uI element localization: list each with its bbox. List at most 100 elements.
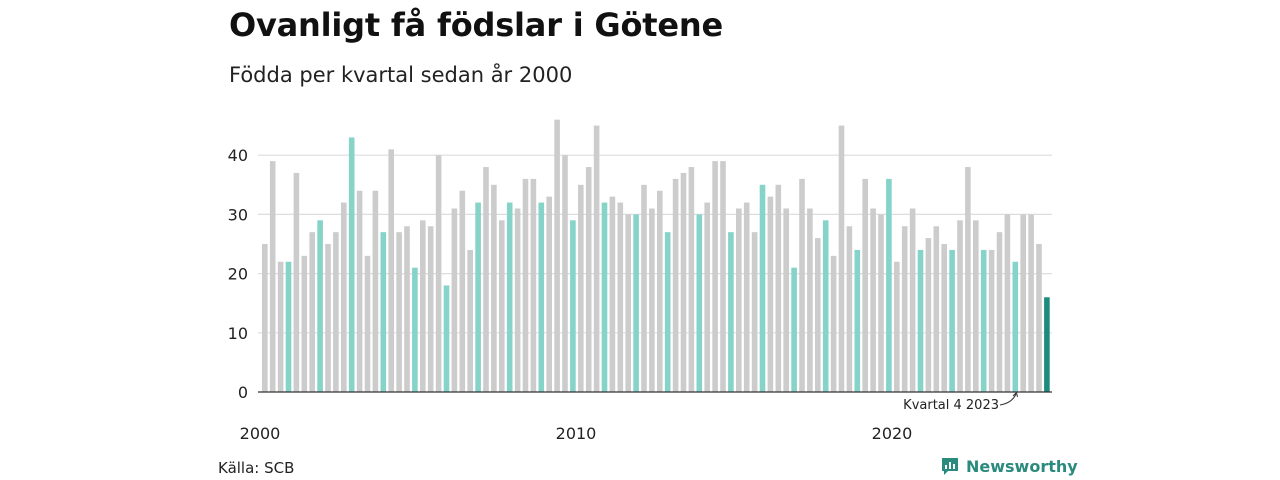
bar — [435, 155, 442, 392]
newsworthy-logo-icon — [942, 458, 958, 475]
bar — [427, 226, 434, 392]
bar — [325, 244, 331, 392]
bar — [364, 255, 371, 392]
annotation-arrow — [999, 393, 1017, 406]
y-tick-label: 20 — [228, 265, 248, 284]
bar — [483, 167, 489, 392]
bar — [680, 172, 687, 392]
bar — [601, 202, 608, 392]
y-tick-label: 0 — [238, 383, 248, 402]
bar — [554, 119, 560, 393]
bar — [743, 202, 750, 392]
x-tick-label: 2020 — [872, 424, 913, 443]
bar — [459, 190, 466, 392]
bar — [664, 232, 671, 392]
brand-name: Newsworthy — [966, 456, 1078, 476]
annotation-arrowhead — [1012, 391, 1018, 398]
bar — [348, 137, 355, 392]
bar — [341, 202, 347, 392]
bar — [949, 249, 955, 392]
bar — [854, 249, 861, 392]
y-tick-label: 10 — [228, 324, 248, 343]
bar — [909, 208, 916, 392]
bar — [412, 267, 418, 392]
bar — [269, 161, 276, 392]
bar — [822, 220, 829, 392]
bar — [641, 184, 647, 392]
bar — [1044, 297, 1050, 392]
bar — [1028, 214, 1034, 392]
annotation-label: Kvartal 4 2023 — [903, 398, 999, 413]
bar — [467, 249, 473, 392]
bar — [420, 220, 426, 392]
bar — [538, 202, 545, 392]
bar — [933, 226, 940, 392]
bar — [380, 232, 387, 392]
bar — [759, 184, 766, 392]
bar — [728, 232, 734, 392]
bar — [333, 232, 339, 392]
bar — [617, 202, 624, 392]
bar — [514, 208, 521, 392]
bar — [704, 202, 710, 392]
bar — [775, 184, 782, 392]
bar — [633, 214, 639, 392]
bar — [957, 220, 963, 392]
bar — [499, 220, 505, 392]
chart-title: Ovanligt få födslar i Götene — [229, 6, 723, 44]
bar — [783, 208, 789, 392]
bar — [980, 249, 987, 392]
bar — [285, 261, 292, 392]
bar — [625, 214, 631, 392]
bar — [309, 232, 315, 392]
bar — [546, 196, 552, 392]
bar — [293, 172, 300, 392]
bar — [688, 167, 695, 392]
bar — [862, 178, 868, 392]
bar — [807, 208, 813, 392]
source-note: Källa: SCB — [218, 459, 295, 477]
bar — [451, 208, 458, 392]
bar — [751, 232, 758, 392]
bar — [996, 232, 1003, 392]
bar — [791, 267, 797, 392]
bar — [1020, 214, 1026, 392]
bar — [894, 261, 900, 392]
bar — [988, 249, 995, 392]
bar — [838, 125, 845, 392]
bar — [965, 167, 971, 392]
bar — [262, 244, 268, 392]
bar — [491, 184, 497, 392]
bar — [886, 178, 892, 392]
bar — [767, 196, 774, 392]
bar — [396, 232, 402, 392]
bar — [404, 226, 410, 392]
x-tick-label: 2010 — [556, 424, 597, 443]
bar — [736, 208, 742, 392]
chart-subtitle: Födda per kvartal sedan år 2000 — [229, 63, 573, 87]
bar — [1036, 244, 1042, 392]
bar — [277, 261, 284, 392]
bar — [917, 249, 924, 392]
x-tick-label: 2000 — [240, 424, 281, 443]
bar — [578, 184, 584, 392]
bar — [356, 190, 363, 392]
bar — [562, 155, 568, 392]
bar — [815, 238, 821, 392]
bar — [317, 220, 323, 392]
bar — [372, 190, 379, 392]
bar — [609, 196, 616, 392]
y-tick-label: 40 — [228, 146, 248, 165]
bar — [1004, 214, 1011, 392]
bar — [585, 167, 592, 392]
brand-logo: Newsworthy — [940, 456, 1078, 476]
bar — [506, 202, 513, 392]
y-tick-label: 30 — [228, 205, 248, 224]
bar — [925, 238, 932, 392]
bar — [657, 190, 663, 392]
bar — [878, 214, 884, 392]
bar — [846, 226, 853, 392]
bar — [388, 149, 394, 392]
bar — [973, 220, 979, 392]
